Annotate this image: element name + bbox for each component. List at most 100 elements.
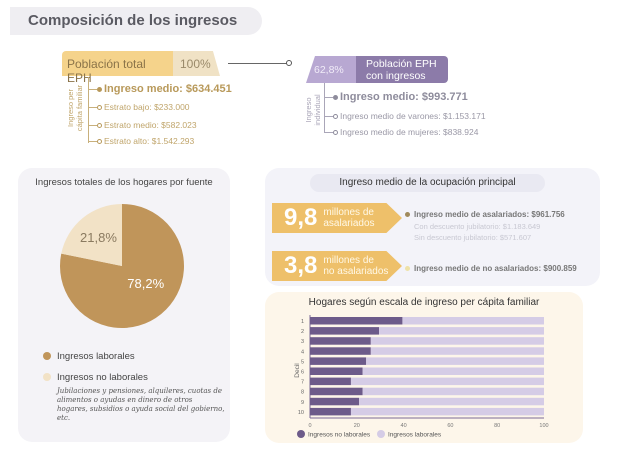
per-capita-item-text: Estrato bajo: $233.000 xyxy=(104,102,190,112)
legend-swatch-icon xyxy=(43,373,51,381)
bar-segment-laborales xyxy=(362,367,544,375)
bullet-icon xyxy=(97,139,102,145)
bar-segment-no-laborales xyxy=(310,377,351,386)
occupation-panel: Ingreso medio de la ocupación principal … xyxy=(265,168,600,286)
y-tick-label: 7 xyxy=(301,380,304,386)
salaried-label-line2: asalariados xyxy=(323,218,375,229)
y-tick-label: 2 xyxy=(301,329,304,335)
non-salaried-number: 3,8 xyxy=(284,252,318,279)
legend-label: Ingresos laborales xyxy=(57,351,135,362)
x-tick-label: 20 xyxy=(354,423,360,429)
salaried-sub1: Con descuento jubilatorio: $1.183.649 xyxy=(414,222,541,231)
individual-item-text: Ingreso medio de varones: $1.153.171 xyxy=(340,111,486,121)
legend-label: Ingresos no laborales xyxy=(308,432,371,439)
bar-segment-no-laborales xyxy=(310,327,380,335)
non-salaried-label: millones de no asalariados xyxy=(323,255,388,277)
legend-label: Ingresos no laborales xyxy=(57,372,148,383)
legend-label: Ingresos laborales xyxy=(388,432,442,439)
bar-segment-laborales xyxy=(370,337,544,345)
non-salaried-badge: 3,8 millones de no asalariados xyxy=(272,251,402,281)
population-income-label: Población EPH con ingresos xyxy=(356,56,448,83)
bullet-icon xyxy=(97,123,102,129)
page-title: Composición de los ingresos xyxy=(10,7,262,35)
x-tick-label: 0 xyxy=(308,423,311,429)
bar-segment-no-laborales xyxy=(310,347,371,355)
bar-segment-laborales xyxy=(402,317,544,325)
pie-panel: Ingresos totales de los hogares por fuen… xyxy=(18,168,230,442)
legend-swatch-icon xyxy=(43,352,51,360)
salaried-main-text: Ingreso medio de asalariados: $961.756 xyxy=(414,210,565,219)
population-income-percent: 62,8% xyxy=(306,56,356,83)
decile-chart-panel: Hogares según escala de ingreso per cápi… xyxy=(265,292,583,443)
bar-segment-no-laborales xyxy=(310,337,371,345)
bar-segment-no-laborales xyxy=(310,317,403,325)
individual-item-text: Ingreso medio de mujeres: $838.924 xyxy=(340,127,479,137)
connector-end-icon xyxy=(286,60,292,66)
per-capita-main-text: Ingreso medio: $634.451 xyxy=(104,83,232,95)
salaried-number: 9,8 xyxy=(284,204,318,231)
non-salaried-label-line1: millones de xyxy=(323,255,374,266)
individual-main-text: Ingreso medio: $993.771 xyxy=(340,91,468,103)
tree-line xyxy=(88,77,89,143)
population-income-line1: Población EPH xyxy=(366,58,437,70)
y-tick-label: 10 xyxy=(298,410,304,416)
salaried-label-line1: millones de xyxy=(323,207,374,218)
pie-slice-label: 21,8% xyxy=(80,230,117,245)
individual-axis-text: Ingreso individual xyxy=(304,94,322,126)
bullet-icon xyxy=(333,94,338,100)
y-tick-label: 5 xyxy=(301,359,304,365)
y-axis-label: Decil xyxy=(294,363,301,378)
per-capita-axis-label: Ingreso per cápita familiar xyxy=(66,78,84,138)
x-tick-label: 80 xyxy=(494,423,500,429)
bar-segment-laborales xyxy=(359,397,544,406)
salaried-badge: 9,8 millones de asalariados xyxy=(272,203,402,233)
salaried-sub2: Sin descuento jubilatorio: $571.607 xyxy=(414,233,532,242)
y-tick-label: 4 xyxy=(301,349,304,355)
bullet-icon xyxy=(405,212,410,217)
non-salaried-main: Ingreso medio de no asalariados: $900.85… xyxy=(405,264,577,273)
bar-segment-no-laborales xyxy=(310,407,351,416)
non-salaried-label-line2: no asalariados xyxy=(323,266,389,277)
decile-chart-title: Hogares según escala de ingreso per cápi… xyxy=(308,297,540,308)
bar-segment-no-laborales xyxy=(310,387,363,396)
per-capita-item: Estrato bajo: $233.000 xyxy=(89,102,190,112)
pie-slice xyxy=(61,204,122,266)
bullet-icon xyxy=(405,266,410,271)
individual-main: Ingreso medio: $993.771 xyxy=(325,91,468,103)
individual-axis-label: Ingreso individual xyxy=(304,90,322,130)
bullet-icon xyxy=(97,86,102,92)
per-capita-item: Estrato medio: $582.023 xyxy=(89,120,197,130)
legend-item-no-laborales: Ingresos no laborales xyxy=(43,372,148,383)
non-salaried-main-text: Ingreso medio de no asalariados: $900.85… xyxy=(414,264,577,273)
bar-segment-no-laborales xyxy=(310,397,360,406)
x-tick-label: 40 xyxy=(401,423,407,429)
bar-segment-laborales xyxy=(366,357,544,365)
legend-swatch-icon xyxy=(377,430,385,438)
y-tick-label: 9 xyxy=(301,400,304,406)
occupation-title: Ingreso medio de la ocupación principal xyxy=(310,174,545,192)
bar-segment-no-laborales xyxy=(310,357,367,365)
bar-segment-no-laborales xyxy=(310,367,363,375)
connector-line xyxy=(228,63,287,64)
population-total-badge: Población total EPH 100% xyxy=(62,51,220,85)
individual-item: Ingreso medio de mujeres: $838.924 xyxy=(325,127,478,137)
population-income-badge: 62,8% Población EPH con ingresos xyxy=(306,56,448,83)
pie-note: Jubilaciones y pensiones, alquileres, cu… xyxy=(57,387,225,422)
per-capita-item-text: Estrato medio: $582.023 xyxy=(104,120,197,130)
bullet-icon xyxy=(97,105,102,111)
population-total-percent: 100% xyxy=(173,51,220,76)
bar-segment-laborales xyxy=(350,377,544,386)
bar-segment-laborales xyxy=(350,407,544,416)
y-tick-label: 3 xyxy=(301,339,304,345)
per-capita-item-text: Estrato alto: $1.542.293 xyxy=(104,136,195,146)
pie-chart: 78,2% 21,8% xyxy=(60,204,185,328)
pie-slice xyxy=(60,204,185,328)
pie-title: Ingresos totales de los hogares por fuen… xyxy=(35,177,213,188)
per-capita-main: Ingreso medio: $634.451 xyxy=(89,83,232,95)
x-tick-label: 100 xyxy=(539,423,548,429)
per-capita-axis-text: Ingreso per cápita familiar xyxy=(66,84,84,132)
bar-segment-laborales xyxy=(379,327,544,335)
bullet-icon xyxy=(333,130,338,136)
salaried-main: Ingreso medio de asalariados: $961.756 xyxy=(405,210,565,219)
